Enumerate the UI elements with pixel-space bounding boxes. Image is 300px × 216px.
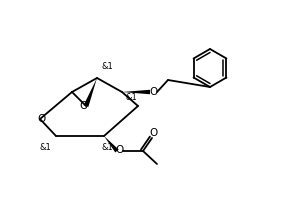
Text: O: O	[79, 101, 87, 111]
Text: &1: &1	[102, 143, 114, 152]
Text: &1: &1	[40, 143, 52, 152]
Polygon shape	[122, 90, 150, 94]
Text: O: O	[115, 145, 123, 155]
Text: O: O	[150, 87, 158, 97]
Text: O: O	[149, 128, 157, 138]
Text: &1: &1	[101, 62, 113, 71]
Polygon shape	[84, 78, 97, 107]
Polygon shape	[104, 136, 119, 152]
Text: O: O	[37, 114, 45, 124]
Text: &1: &1	[126, 93, 138, 102]
